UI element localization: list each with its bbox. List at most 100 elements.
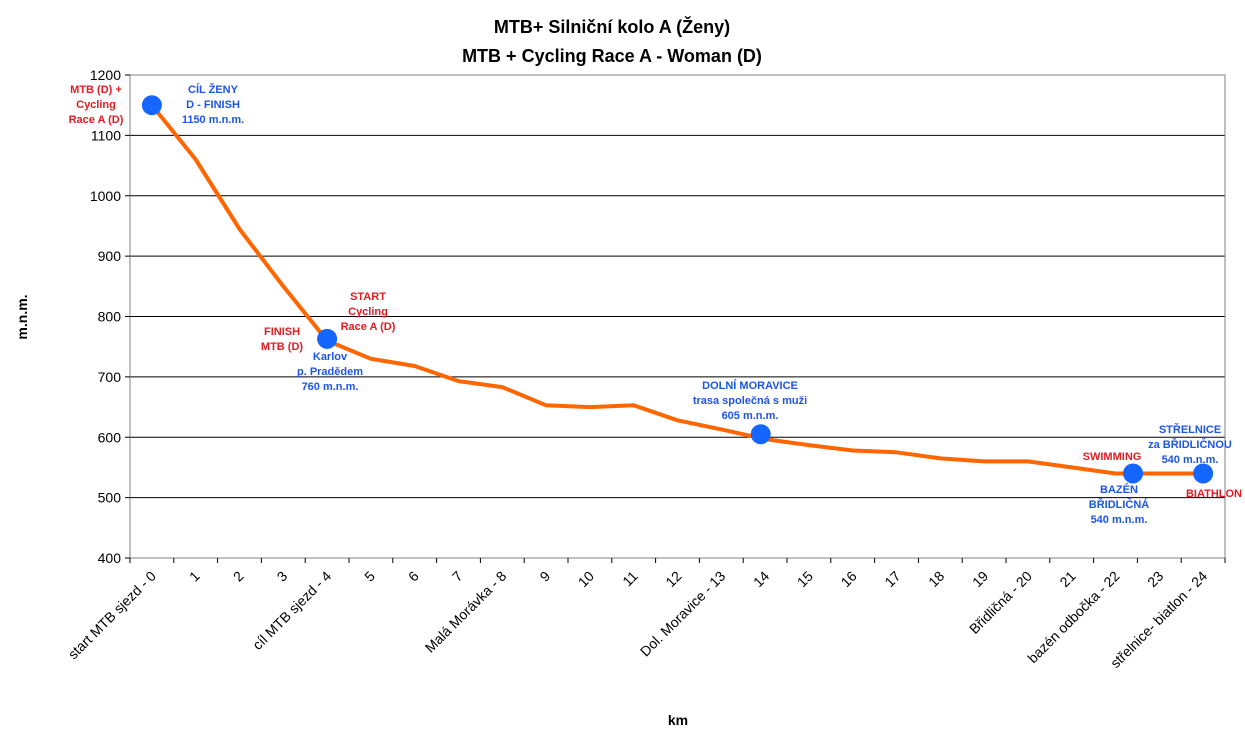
y-tick-label: 700 xyxy=(98,369,122,385)
x-tick-label: 14 xyxy=(750,568,772,590)
annotation-line: STŘELNICE xyxy=(1159,423,1221,436)
annotation-line: DOLNÍ MORAVICE xyxy=(702,379,798,392)
x-tick-label: 21 xyxy=(1056,568,1078,590)
y-tick-label: 1200 xyxy=(90,67,121,83)
annotation-line: BAZÉN xyxy=(1100,483,1138,496)
gridlines xyxy=(130,134,1225,499)
data-point xyxy=(1115,472,1116,474)
annotation-line: MTB (D) + xyxy=(70,84,122,96)
annotation-line: Karlov xyxy=(313,351,348,363)
x-tick-label: start MTB sjezd - 0 xyxy=(65,568,160,663)
data-point xyxy=(239,228,240,230)
annotation-line: SWIMMING xyxy=(1083,451,1142,463)
y-tick-label: 400 xyxy=(98,550,122,566)
annotation-line: Race A (D) xyxy=(341,321,396,333)
location-marker xyxy=(1123,463,1144,484)
data-point xyxy=(720,428,722,430)
data-point xyxy=(633,404,635,406)
annotation-line: Race A (D) xyxy=(69,114,124,126)
annotation-line: za BŘIDLIČNOU xyxy=(1148,438,1232,451)
x-tick-label: 6 xyxy=(405,568,422,585)
annotation-line: D - FINISH xyxy=(186,99,240,111)
annotation: BAZÉN BŘIDLIČNÁ 540 m.n.m. xyxy=(1089,483,1150,526)
data-point xyxy=(677,419,678,421)
x-tick-label: cíl MTB sjezd - 4 xyxy=(249,568,334,653)
annotation: MTB (D) + Cycling Race A (D) xyxy=(69,84,124,126)
x-tick-label: Dol. Moravice - 13 xyxy=(637,568,729,660)
data-point xyxy=(370,358,372,360)
x-tick-label: 18 xyxy=(925,568,947,590)
data-point xyxy=(808,444,810,446)
location-marker xyxy=(141,95,162,116)
x-tick-label: Malá Morávka - 8 xyxy=(422,568,510,656)
x-tick-label: 10 xyxy=(575,568,597,590)
data-point xyxy=(896,451,897,453)
x-tick-label: 1 xyxy=(186,568,203,585)
annotation-line: 540 m.n.m. xyxy=(1091,514,1148,526)
y-tick-label: 900 xyxy=(98,248,122,264)
x-tick-label: 15 xyxy=(794,568,816,590)
annotation-line: START xyxy=(350,291,386,303)
annotation-line: BIATHLON xyxy=(1186,488,1242,500)
x-tick-label: 23 xyxy=(1144,568,1166,590)
data-point xyxy=(939,457,941,459)
data-point xyxy=(983,460,985,462)
y-axis-ticks: 400 500 600 700 800 900 1000 1100 1200 xyxy=(90,67,130,566)
annotation: FINISH MTB (D) xyxy=(261,326,303,353)
annotation: DOLNÍ MORAVICE trasa společná s muži 605 m… xyxy=(693,379,807,422)
series-layer xyxy=(149,103,1206,476)
annotation-line: 1150 m.n.m. xyxy=(182,114,244,126)
location-marker xyxy=(1193,463,1214,484)
annotation-line: Cycling xyxy=(348,306,388,318)
y-tick-label: 1000 xyxy=(90,188,121,204)
annotation-line: trasa společná s muži xyxy=(693,395,807,407)
x-tick-label: 3 xyxy=(274,568,291,585)
x-tick-label: 12 xyxy=(662,568,684,590)
annotation-line: Cycling xyxy=(76,99,116,111)
x-tick-label: 5 xyxy=(361,568,378,585)
data-point xyxy=(458,380,459,382)
data-point xyxy=(852,450,854,452)
x-tick-label: 7 xyxy=(449,568,466,585)
data-point xyxy=(545,404,547,406)
chart-title: MTB+ Silniční kolo A (Ženy) xyxy=(494,16,730,37)
x-tick-label: 11 xyxy=(619,568,641,590)
annotation: BIATHLON xyxy=(1186,488,1242,500)
markers-layer xyxy=(141,95,1214,484)
annotation-line: 540 m.n.m. xyxy=(1162,454,1219,466)
annotation-line: CÍL ŽENY xyxy=(188,83,239,96)
x-tick-label: 19 xyxy=(969,568,991,590)
series-line xyxy=(149,103,1206,476)
y-tick-label: 800 xyxy=(98,309,122,325)
x-tick-label: 17 xyxy=(881,568,903,590)
annotation-line: BŘIDLIČNÁ xyxy=(1089,498,1150,511)
data-point xyxy=(589,406,591,408)
y-axis-label: m.n.m. xyxy=(14,294,30,339)
data-point xyxy=(1071,466,1073,468)
annotation: START Cycling Race A (D) xyxy=(341,291,396,333)
annotation: STŘELNICE za BŘIDLIČNOU 540 m.n.m. xyxy=(1148,423,1232,466)
annotation-line: p. Pradědem xyxy=(297,366,363,378)
x-tick-label: 2 xyxy=(230,568,247,585)
y-tick-label: 600 xyxy=(98,429,122,445)
location-marker xyxy=(750,424,771,445)
annotation: SWIMMING xyxy=(1083,451,1142,463)
annotation-line: 760 m.n.m. xyxy=(302,381,359,393)
annotation-line: FINISH xyxy=(264,326,300,338)
data-point xyxy=(1027,460,1029,462)
y-tick-label: 500 xyxy=(98,490,122,506)
x-tick-label: 9 xyxy=(536,568,553,585)
data-point xyxy=(282,285,284,287)
annotation-line: 605 m.n.m. xyxy=(722,410,779,422)
location-marker xyxy=(317,328,338,349)
data-point xyxy=(1158,472,1160,474)
data-point xyxy=(195,159,197,161)
annotation-line: MTB (D) xyxy=(261,341,303,353)
annotation: Karlov p. Pradědem 760 m.n.m. xyxy=(297,351,363,393)
y-tick-label: 1100 xyxy=(91,127,121,143)
chart-subtitle: MTB + Cycling Race A - Woman (D) xyxy=(462,46,762,66)
data-point xyxy=(414,365,416,367)
annotations-layer: MTB (D) + Cycling Race A (D) CÍL ŽENY D - FI… xyxy=(69,83,1242,526)
